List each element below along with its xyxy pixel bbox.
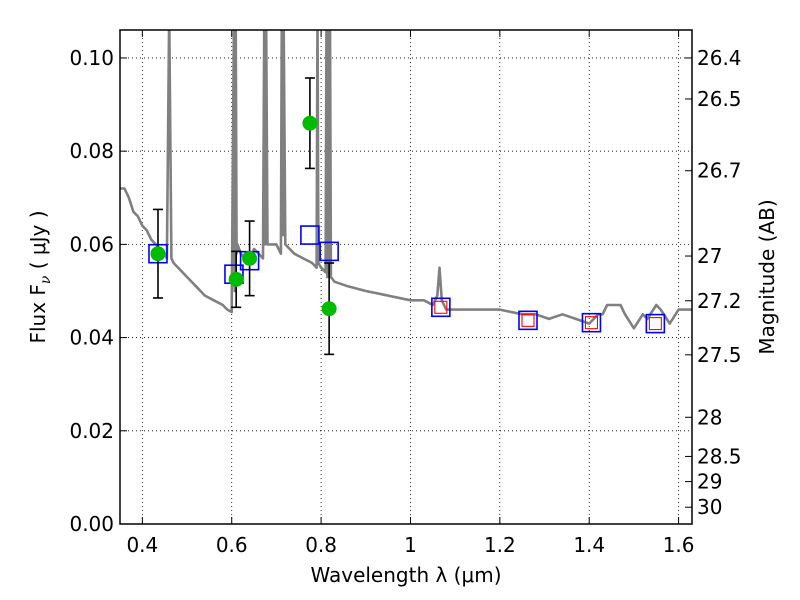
right-tick-label: 26.4 [697, 46, 742, 70]
plot-area [120, 30, 692, 356]
x-tick-label: 0.8 [305, 533, 337, 557]
x-tick-label: 1.4 [573, 533, 605, 557]
observed-point [228, 271, 244, 287]
right-axis-title: Magnitude (AB) [755, 199, 779, 354]
y-tick-label: 0.04 [69, 326, 114, 350]
y-axis-title-main: Flux F [26, 284, 50, 343]
right-tick-label: 27.2 [697, 289, 742, 313]
x-tick-label: 0.6 [216, 533, 248, 557]
observed-square [434, 300, 448, 314]
model-square [645, 313, 666, 334]
observed-square [648, 317, 662, 331]
observed-point [302, 115, 318, 131]
y-tick-label: 0.06 [69, 232, 114, 256]
right-tick-label: 26.7 [697, 159, 742, 183]
right-tick-label: 28 [697, 405, 722, 429]
x-tick-label: 1 [404, 533, 417, 557]
right-tick-label: 30 [697, 495, 722, 519]
y-axis-title-subscript: ν [38, 275, 54, 284]
plot-frame [119, 29, 693, 525]
y-tick-label: 0.10 [69, 46, 114, 70]
model-square [319, 241, 339, 262]
x-tick-label: 0.4 [126, 533, 158, 557]
right-tick-label: 29 [697, 470, 722, 494]
observed-point [321, 301, 337, 317]
observed-square [521, 313, 535, 327]
x-tick-label: 1.2 [484, 533, 516, 557]
observed-square [584, 316, 599, 330]
grid [120, 30, 692, 525]
model-square [518, 310, 538, 331]
right-tick-label: 28.5 [697, 444, 742, 468]
right-tick-label: 27.5 [697, 343, 742, 367]
y-tick-label: 0.02 [69, 419, 114, 443]
observed-point [242, 250, 258, 266]
observed-point [150, 246, 166, 262]
x-tick-label: 1.6 [663, 533, 695, 557]
axis-ticks [120, 30, 692, 525]
y-tick-label: 0.00 [69, 512, 114, 536]
sed-line [120, 30, 692, 330]
y-axis-title-unit: ( μJy ) [26, 210, 50, 275]
x-axis-title: Wavelength λ (μm) [310, 563, 501, 587]
y-axis-title: Flux Fν ( μJy ) [26, 210, 54, 343]
model-square [581, 312, 602, 333]
model-square [431, 297, 451, 318]
tick-labels: 0.4 0.6 0.8 1 1.2 1.4 1.6 0.00 0.02 0.04 0.06 0.08 0… [69, 46, 741, 557]
right-tick-label: 27 [697, 244, 722, 268]
right-tick-label: 26.5 [697, 87, 742, 111]
y-tick-label: 0.08 [69, 139, 114, 163]
model-square [300, 225, 320, 245]
